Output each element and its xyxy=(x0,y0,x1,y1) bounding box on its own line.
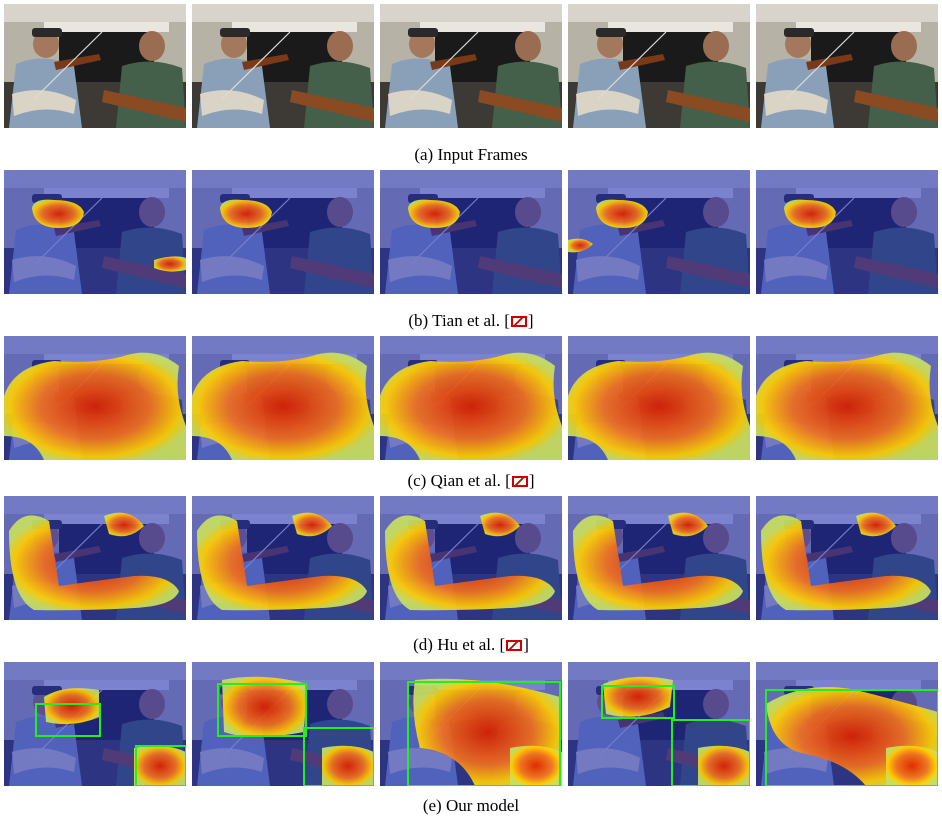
frame-hu-3 xyxy=(380,496,562,620)
figure-row-hu xyxy=(4,496,938,620)
frame-ours-2 xyxy=(192,662,374,786)
caption-label: (e) xyxy=(422,796,442,815)
frame-tian-5 xyxy=(756,170,938,294)
caption-tian: (b) Tian et al. [] xyxy=(0,311,942,331)
frame-qian-2 xyxy=(192,336,374,460)
frame-qian-3 xyxy=(380,336,562,460)
figure-row-ours xyxy=(4,662,938,786)
citation-bracket: ] xyxy=(523,635,529,654)
frame-hu-2 xyxy=(192,496,374,620)
caption-label: (c) xyxy=(407,471,427,490)
frame-input-4 xyxy=(568,4,750,128)
caption-input: (a) Input Frames xyxy=(0,145,942,165)
citation-link[interactable] xyxy=(511,476,528,487)
caption-label: (a) xyxy=(414,145,434,164)
caption-text: Our model xyxy=(441,796,520,815)
frame-tian-4 xyxy=(568,170,750,294)
frame-ours-5 xyxy=(756,662,938,786)
caption-label: (b) xyxy=(408,311,429,330)
citation-link[interactable] xyxy=(510,316,527,327)
frame-input-5 xyxy=(756,4,938,128)
frame-qian-5 xyxy=(756,336,938,460)
frame-qian-4 xyxy=(568,336,750,460)
citation-link[interactable] xyxy=(506,640,523,651)
frame-ours-1 xyxy=(4,662,186,786)
frame-input-2 xyxy=(192,4,374,128)
caption-hu: (d) Hu et al. [] xyxy=(0,635,942,655)
frame-input-3 xyxy=(380,4,562,128)
citation-bracket: ] xyxy=(528,471,535,490)
caption-ours: (e) Our model xyxy=(0,796,942,816)
frame-tian-2 xyxy=(192,170,374,294)
frame-hu-4 xyxy=(568,496,750,620)
caption-text: Qian et al. [ xyxy=(426,471,511,490)
figure-row-tian xyxy=(4,170,938,294)
figure-row-input xyxy=(4,4,938,128)
frame-tian-3 xyxy=(380,170,562,294)
caption-text: Tian et al. [ xyxy=(428,311,510,330)
frame-hu-1 xyxy=(4,496,186,620)
frame-ours-4 xyxy=(568,662,750,786)
frame-ours-3 xyxy=(380,662,562,786)
caption-label: (d) xyxy=(413,635,433,654)
caption-text: Input Frames xyxy=(433,145,528,164)
caption-text: Hu et al. [ xyxy=(432,635,506,654)
frame-input-1 xyxy=(4,4,186,128)
citation-bracket: ] xyxy=(527,311,534,330)
figure-row-qian xyxy=(4,336,938,460)
caption-qian: (c) Qian et al. [] xyxy=(0,471,942,491)
frame-tian-1 xyxy=(4,170,186,294)
frame-qian-1 xyxy=(4,336,186,460)
frame-hu-5 xyxy=(756,496,938,620)
